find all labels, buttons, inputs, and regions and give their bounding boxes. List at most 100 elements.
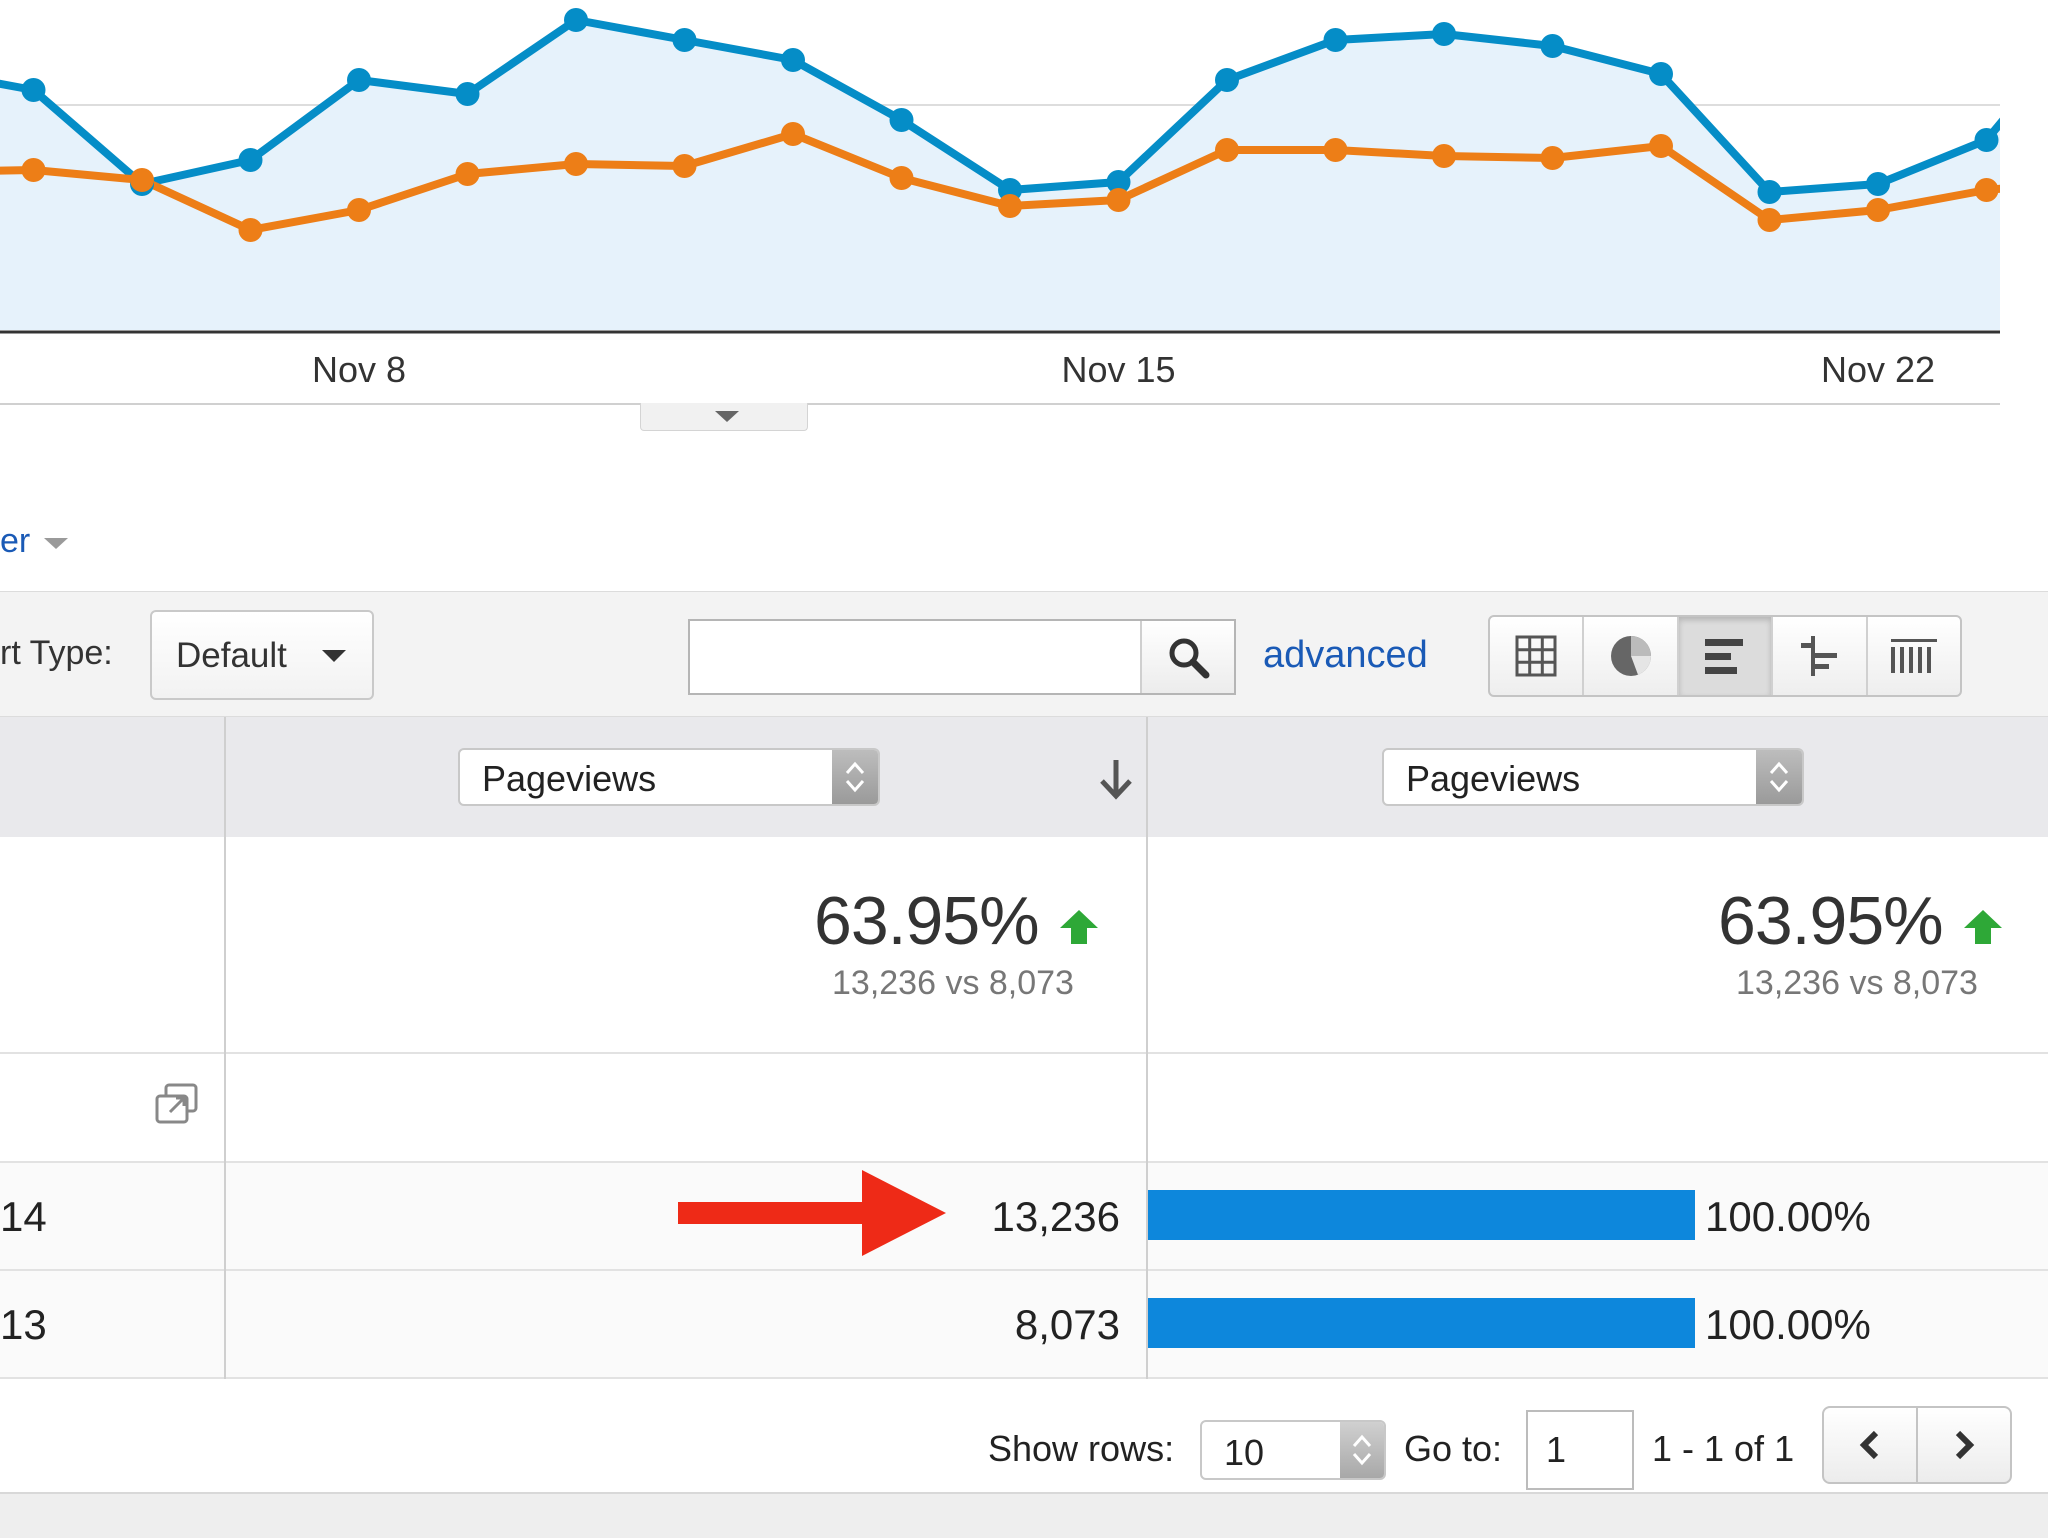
series-1-point[interactable]: [1432, 144, 1456, 168]
comparison-view-icon: [1801, 636, 1838, 676]
view-switcher: [1488, 615, 1962, 697]
metric-select-secondary[interactable]: Pageviews: [1382, 748, 1804, 806]
series-0-point[interactable]: [347, 68, 371, 92]
bar-view-button[interactable]: [1678, 617, 1774, 695]
metric-select-primary-value: Pageviews: [482, 758, 657, 799]
pie-view-button[interactable]: [1584, 617, 1679, 695]
x-tick-label: Nov 8: [312, 349, 406, 390]
series-0-point[interactable]: [21, 78, 46, 102]
series-0-point[interactable]: [564, 8, 588, 32]
series-0-point[interactable]: [1215, 68, 1239, 92]
series-1-point[interactable]: [21, 158, 46, 182]
advanced-filter-link[interactable]: advanced: [1263, 634, 1428, 676]
secondary-dimension-label: er: [0, 522, 31, 560]
series-0-point[interactable]: [1974, 128, 1999, 152]
series-1-point[interactable]: [781, 122, 805, 146]
popout-icon[interactable]: [154, 1082, 200, 1126]
row-label: 14: [0, 1193, 47, 1240]
series-1-point[interactable]: [1866, 198, 1890, 222]
table-search: [688, 619, 1236, 695]
metric-select-secondary-value: Pageviews: [1406, 758, 1581, 799]
secondary-dimension-link[interactable]: er: [0, 522, 69, 561]
series-1-point[interactable]: [1215, 138, 1239, 162]
footer-bottom-bar: [0, 1492, 2048, 1538]
chevron-down-icon: [322, 650, 346, 662]
prev-page-button[interactable]: [1824, 1408, 1916, 1482]
summary-sub-primary: 13,236 vs 8,073: [832, 964, 1074, 1002]
next-page-button[interactable]: [1916, 1408, 2010, 1482]
table-row[interactable]: [0, 1271, 2048, 1377]
series-0-point[interactable]: [889, 108, 914, 132]
series-0-point[interactable]: [781, 48, 805, 72]
chevron-left-icon: [1859, 1430, 1879, 1460]
search-input[interactable]: [690, 621, 1140, 693]
page-range-text: 1 - 1 of 1: [1652, 1428, 1795, 1469]
series-1-point[interactable]: [672, 154, 697, 178]
caret-down-icon: [44, 537, 69, 549]
series-0-point[interactable]: [455, 82, 480, 106]
sort-desc-icon[interactable]: [1096, 757, 1136, 801]
series-1-point[interactable]: [1323, 138, 1348, 162]
row-divider: [0, 1161, 2048, 1163]
series-1-point[interactable]: [1540, 146, 1565, 170]
pivot-view-icon: [1890, 639, 1937, 673]
up-arrow-icon: [1964, 910, 2002, 944]
table-row[interactable]: [0, 1163, 2048, 1269]
summary-pct-primary: 63.95%: [814, 883, 1040, 959]
series-0-point[interactable]: [672, 28, 697, 52]
percent-bar: [1148, 1298, 1695, 1348]
pie-view-icon: [1610, 636, 1651, 676]
series-1-point[interactable]: [889, 166, 914, 190]
series-1-point[interactable]: [1757, 208, 1782, 232]
show-rows-value: 10: [1224, 1432, 1265, 1473]
pager: [1822, 1406, 2012, 1484]
show-rows-select[interactable]: 10: [1200, 1420, 1386, 1480]
series-0-point[interactable]: [1432, 22, 1456, 46]
chart-type-label: rt Type:: [0, 634, 113, 672]
series-1-point[interactable]: [455, 162, 480, 186]
table-view-button[interactable]: [1490, 617, 1585, 695]
metric-select-primary[interactable]: Pageviews: [458, 748, 880, 806]
red-arrow-icon: [678, 1170, 946, 1256]
row-label: 13: [0, 1301, 47, 1348]
series-1-point[interactable]: [347, 198, 371, 222]
chart-area-fill: [0, 20, 2048, 330]
series-0-point[interactable]: [1323, 28, 1348, 52]
series-1-point[interactable]: [238, 218, 263, 242]
series-0-point[interactable]: [1757, 180, 1782, 204]
series-1-point[interactable]: [1649, 134, 1673, 158]
row-divider: [0, 1052, 2048, 1054]
magnifier-icon: [1169, 638, 1210, 679]
column-divider: [1146, 717, 1148, 1379]
row-percent: 100.00%: [1705, 1193, 1871, 1240]
table-toolbar: rt Type: Default advanced: [0, 591, 2048, 717]
table-footer: Show rows: 10 Go to: 1 - 1 of 1: [0, 1380, 2048, 1496]
x-tick-label: Nov 22: [1821, 349, 1935, 390]
row-value: 8,073: [1014, 1301, 1120, 1348]
summary-pct-secondary: 63.95%: [1718, 883, 1944, 959]
comparison-view-button[interactable]: [1773, 617, 1868, 695]
percent-bar: [1148, 1190, 1695, 1240]
series-1-point[interactable]: [130, 168, 154, 192]
pivot-view-button[interactable]: [1868, 617, 1960, 695]
search-button[interactable]: [1140, 621, 1234, 693]
goto-page-input[interactable]: [1526, 1410, 1634, 1490]
table-view-icon: [1515, 635, 1557, 677]
updown-arrows-icon: [1340, 1422, 1384, 1478]
series-1-point[interactable]: [1106, 188, 1131, 212]
row-value: 13,236: [991, 1193, 1120, 1240]
chart-type-dropdown[interactable]: Default: [150, 610, 374, 700]
series-1-point[interactable]: [998, 194, 1022, 218]
series-0-point[interactable]: [1866, 172, 1890, 196]
series-0-point[interactable]: [1540, 34, 1565, 58]
goto-label: Go to:: [1404, 1428, 1503, 1469]
x-tick-label: Nov 15: [1061, 349, 1175, 390]
series-0-point[interactable]: [238, 148, 263, 172]
pageviews-line-chart: Nov 8 Nov 15 Nov 22: [0, 0, 2048, 410]
bar-view-icon: [1705, 639, 1744, 674]
series-1-point[interactable]: [1974, 178, 1999, 202]
chart-collapse-button[interactable]: [640, 403, 808, 431]
series-0-point[interactable]: [1106, 170, 1131, 194]
series-1-point[interactable]: [564, 152, 588, 176]
series-0-point[interactable]: [1649, 62, 1673, 86]
